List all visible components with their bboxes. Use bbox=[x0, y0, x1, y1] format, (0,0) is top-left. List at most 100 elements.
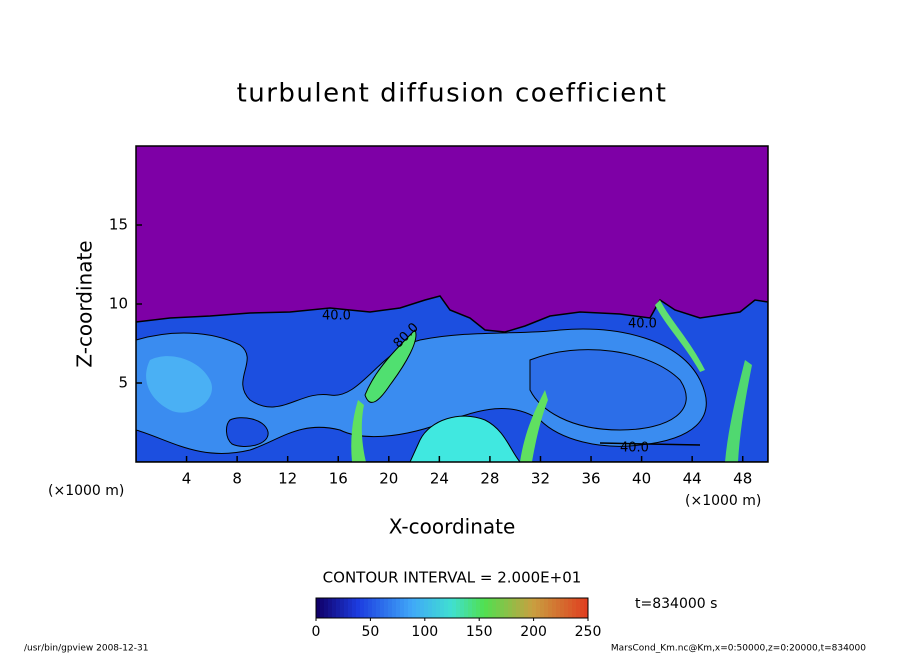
x-tick-label: 24 bbox=[430, 470, 449, 488]
colorbar-cell bbox=[520, 598, 525, 618]
colorbar-cell bbox=[564, 598, 569, 618]
x-tick-label: 48 bbox=[733, 470, 752, 488]
field-region bbox=[520, 390, 548, 462]
colorbar-cell bbox=[480, 598, 485, 618]
x-tick-label: 28 bbox=[480, 470, 499, 488]
colorbar-cell bbox=[432, 598, 437, 618]
colorbar-cell bbox=[336, 598, 341, 618]
colorbar-cell bbox=[452, 598, 457, 618]
contour-label: 40.0 bbox=[620, 441, 649, 456]
footer-right: MarsCond_Km.nc@Km,x=0:50000,z=0:20000,t=… bbox=[611, 644, 866, 654]
colorbar-cell bbox=[328, 598, 333, 618]
colorbar-cell bbox=[560, 598, 565, 618]
contour-interval: CONTOUR INTERVAL = 2.000E+01 bbox=[323, 569, 582, 587]
colorbar-cell bbox=[392, 598, 397, 618]
colorbar-cell bbox=[420, 598, 425, 618]
colorbar-cell bbox=[324, 598, 329, 618]
colorbar-cell bbox=[496, 598, 501, 618]
colorbar-cell bbox=[492, 598, 497, 618]
colorbar-cell bbox=[460, 598, 465, 618]
colorbar-tick-label: 50 bbox=[361, 624, 379, 640]
colorbar-cell bbox=[500, 598, 505, 618]
colorbar-cell bbox=[544, 598, 549, 618]
colorbar-cell bbox=[572, 598, 577, 618]
x-tick-label: 4 bbox=[182, 470, 192, 488]
colorbar-cell bbox=[368, 598, 373, 618]
field-region bbox=[409, 415, 521, 462]
colorbar-tick-label: 250 bbox=[575, 624, 602, 640]
colorbar-cell bbox=[488, 598, 493, 618]
colorbar-cell bbox=[360, 598, 365, 618]
colorbar-cell bbox=[540, 598, 545, 618]
colorbar-cell bbox=[332, 598, 337, 618]
colorbar-cell bbox=[444, 598, 449, 618]
colorbar-cell bbox=[484, 598, 489, 618]
colorbar-cell bbox=[512, 598, 517, 618]
colorbar-cell bbox=[476, 598, 481, 618]
colorbar-cell bbox=[320, 598, 325, 618]
footer-left: /usr/bin/gpview 2008-12-31 bbox=[24, 644, 148, 654]
colorbar-cell bbox=[364, 598, 369, 618]
colorbar-cell bbox=[528, 598, 533, 618]
colorbar-cell bbox=[464, 598, 469, 618]
colorbar-tick-label: 200 bbox=[520, 624, 547, 640]
colorbar-cell bbox=[424, 598, 429, 618]
colorbar-cell bbox=[400, 598, 405, 618]
colorbar-cell bbox=[436, 598, 441, 618]
colorbar-cell bbox=[548, 598, 553, 618]
time-label: t=834000 s bbox=[635, 596, 717, 612]
colorbar-cell bbox=[576, 598, 581, 618]
y-tick-label: 10 bbox=[109, 295, 128, 313]
colorbar-cell bbox=[580, 598, 585, 618]
colorbar-cell bbox=[348, 598, 353, 618]
x-unit-label: (×1000 m) bbox=[685, 493, 761, 509]
colorbar-cell bbox=[524, 598, 529, 618]
colorbar-cell bbox=[584, 598, 589, 618]
field-region bbox=[655, 300, 705, 372]
colorbar-frame bbox=[315, 597, 589, 619]
colorbar-cell bbox=[376, 598, 381, 618]
x-tick-label: 16 bbox=[329, 470, 348, 488]
colorbar-tick-label: 150 bbox=[466, 624, 493, 640]
field-region bbox=[146, 356, 212, 413]
colorbar-cell bbox=[396, 598, 401, 618]
colorbar-cell bbox=[356, 598, 361, 618]
field-region bbox=[529, 349, 687, 431]
x-unit-label: (×1000 m) bbox=[48, 483, 124, 499]
colorbar-cell bbox=[472, 598, 477, 618]
x-tick-label: 8 bbox=[232, 470, 242, 488]
colorbar-cell bbox=[340, 598, 345, 618]
x-tick-label: 12 bbox=[278, 470, 297, 488]
colorbar-cell bbox=[568, 598, 573, 618]
x-tick-label: 20 bbox=[379, 470, 398, 488]
colorbar-cell bbox=[440, 598, 445, 618]
x-axis-label: X-coordinate bbox=[389, 515, 516, 539]
colorbar-cell bbox=[456, 598, 461, 618]
y-tick-label: 5 bbox=[118, 374, 128, 392]
colorbar-cell bbox=[372, 598, 377, 618]
field-region bbox=[725, 360, 752, 462]
colorbar-cell bbox=[380, 598, 385, 618]
contour-label: 40.0 bbox=[628, 317, 657, 332]
colorbar-cell bbox=[468, 598, 473, 618]
colorbar-cell bbox=[428, 598, 433, 618]
x-tick-label: 32 bbox=[531, 470, 550, 488]
colorbar-cell bbox=[384, 598, 389, 618]
field-region bbox=[351, 400, 366, 462]
colorbar-cell bbox=[536, 598, 541, 618]
colorbar-cell bbox=[504, 598, 509, 618]
y-axis-label: Z-coordinate bbox=[73, 240, 97, 367]
colorbar-tick-label: 0 bbox=[312, 624, 321, 640]
colorbar-cell bbox=[404, 598, 409, 618]
x-tick-label: 44 bbox=[683, 470, 702, 488]
field-region bbox=[364, 329, 417, 403]
colorbar-cell bbox=[532, 598, 537, 618]
colorbar-cell bbox=[408, 598, 413, 618]
colorbar-cell bbox=[344, 598, 349, 618]
colorbar-cell bbox=[448, 598, 453, 618]
colorbar-cell bbox=[416, 598, 421, 618]
x-tick-label: 40 bbox=[632, 470, 651, 488]
field-contour bbox=[599, 442, 701, 446]
colorbar-cell bbox=[316, 598, 321, 618]
